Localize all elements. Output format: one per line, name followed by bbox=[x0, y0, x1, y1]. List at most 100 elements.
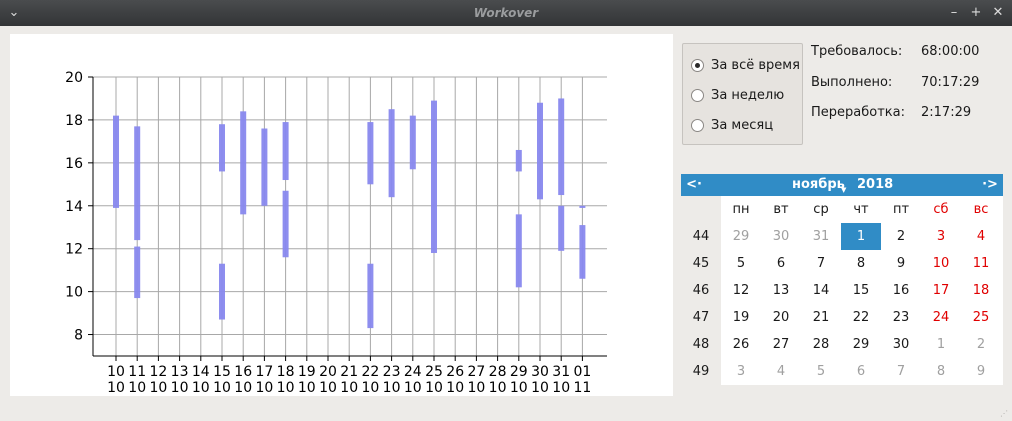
calendar-day[interactable]: 28 bbox=[812, 337, 830, 352]
x-tick-label-day: 17 bbox=[255, 364, 273, 380]
work-interval-bar bbox=[579, 205, 586, 208]
calendar-day[interactable]: 30 bbox=[772, 229, 790, 244]
calendar-day[interactable]: 15 bbox=[852, 283, 870, 298]
window-title: Workover bbox=[473, 6, 539, 20]
calendar-day[interactable]: 1 bbox=[841, 223, 881, 250]
prev-month-icon[interactable]: <· bbox=[686, 177, 702, 192]
x-tick-label-day: 25 bbox=[425, 364, 443, 380]
calendar-month-button[interactable]: ноябрь bbox=[792, 177, 845, 192]
resize-grip-icon[interactable]: ⋰ bbox=[1000, 409, 1008, 418]
radio-month[interactable]: За месяц bbox=[691, 115, 773, 135]
y-tick-label: 20 bbox=[65, 70, 83, 86]
x-tick-label-month: 10 bbox=[510, 380, 528, 396]
calendar-day[interactable]: 7 bbox=[896, 364, 906, 379]
calendar-year-button[interactable]: 2018 bbox=[857, 177, 894, 192]
calendar-day[interactable]: 31 bbox=[812, 229, 830, 244]
month-dropdown-icon[interactable]: ▼ bbox=[841, 186, 847, 194]
window-menu-icon[interactable]: ⌄ bbox=[8, 5, 20, 20]
x-tick-label-month: 10 bbox=[149, 380, 167, 396]
work-interval-bar bbox=[558, 205, 565, 251]
calendar-day[interactable]: 3 bbox=[936, 229, 946, 244]
radio-indicator bbox=[691, 88, 704, 102]
x-tick-label-day: 12 bbox=[149, 364, 167, 380]
work-interval-bar bbox=[134, 126, 141, 241]
calendar-day[interactable]: 4 bbox=[976, 229, 986, 244]
work-hours-chart: 8 10 12 14 16 18 20 10 10 11 10 12 10 13 10 14 10 15 10 16 1… bbox=[10, 34, 673, 396]
calendar-day[interactable]: 27 bbox=[772, 337, 790, 352]
calendar-day[interactable]: 21 bbox=[812, 310, 830, 325]
x-tick-label-month: 10 bbox=[192, 380, 210, 396]
calendar-day[interactable]: 5 bbox=[736, 256, 746, 271]
calendar-navigation-bar: <· ноябрь ▼ 2018 ·> bbox=[681, 174, 1003, 196]
chart-canvas: 8101214161820101011101210131014101510161… bbox=[65, 70, 607, 396]
calendar-day[interactable]: 12 bbox=[732, 283, 750, 298]
x-tick-label-day: 01 bbox=[573, 364, 591, 380]
calendar-day[interactable]: 4 bbox=[776, 364, 786, 379]
calendar-grid: пн вт ср чт пт сб вс 44 29 30 31 1 2 3 4 45 5 6 7 8 9 10 11 46 1… bbox=[681, 196, 1003, 385]
calendar-day[interactable]: 26 bbox=[732, 337, 750, 352]
calendar-day[interactable]: 6 bbox=[856, 364, 866, 379]
x-tick-label-day: 26 bbox=[446, 364, 464, 380]
work-interval-bar bbox=[240, 111, 247, 215]
x-tick-label-month: 10 bbox=[404, 380, 422, 396]
calendar-day[interactable]: 10 bbox=[932, 256, 950, 271]
calendar-day[interactable]: 13 bbox=[772, 283, 790, 298]
work-interval-bar bbox=[282, 122, 289, 181]
required-value: 68:00:00 bbox=[921, 44, 980, 59]
calendar-day[interactable]: 30 bbox=[892, 337, 910, 352]
calendar-day[interactable]: 25 bbox=[972, 310, 990, 325]
x-tick-label-day: 22 bbox=[361, 364, 379, 380]
x-tick-label-month: 10 bbox=[255, 380, 273, 396]
x-tick-label-day: 14 bbox=[192, 364, 210, 380]
weekday-header: вс bbox=[973, 202, 989, 217]
calendar-day[interactable]: 14 bbox=[812, 283, 830, 298]
x-tick-label-month: 10 bbox=[171, 380, 189, 396]
calendar-day[interactable]: 19 bbox=[732, 310, 750, 325]
radio-indicator bbox=[691, 118, 704, 132]
x-tick-label-month: 10 bbox=[361, 380, 379, 396]
calendar-day[interactable]: 29 bbox=[852, 337, 870, 352]
weekday-header: вт bbox=[773, 202, 789, 217]
work-interval-bar bbox=[537, 102, 543, 200]
calendar-day[interactable]: 5 bbox=[816, 364, 826, 379]
calendar-day[interactable]: 6 bbox=[776, 256, 786, 271]
calendar-day[interactable]: 16 bbox=[892, 283, 910, 298]
calendar-day[interactable]: 18 bbox=[972, 283, 990, 298]
work-interval-bar bbox=[113, 115, 119, 208]
calendar-day[interactable]: 29 bbox=[732, 229, 750, 244]
calendar-day[interactable]: 8 bbox=[856, 256, 866, 271]
calendar-day[interactable]: 9 bbox=[896, 256, 906, 271]
done-label: Выполнено: bbox=[811, 75, 893, 90]
x-tick-label-month: 10 bbox=[383, 380, 401, 396]
calendar-day[interactable]: 23 bbox=[892, 310, 910, 325]
close-icon[interactable]: ✕ bbox=[992, 5, 1004, 20]
calendar-day[interactable]: 2 bbox=[896, 229, 906, 244]
calendar-day[interactable]: 22 bbox=[852, 310, 870, 325]
calendar-day[interactable]: 24 bbox=[932, 310, 950, 325]
work-interval-bar bbox=[579, 225, 586, 279]
x-tick-label-month: 10 bbox=[489, 380, 507, 396]
radio-all-time[interactable]: За всё время bbox=[691, 55, 800, 75]
minimize-icon[interactable]: – bbox=[950, 5, 958, 20]
next-month-icon[interactable]: ·> bbox=[982, 177, 998, 192]
calendar-day[interactable]: 9 bbox=[976, 364, 986, 379]
x-tick-label-month: 10 bbox=[234, 380, 252, 396]
x-tick-label-month: 10 bbox=[425, 380, 443, 396]
calendar-day[interactable]: 2 bbox=[976, 337, 986, 352]
weekday-header: ср bbox=[813, 202, 829, 217]
calendar-day[interactable]: 7 bbox=[816, 256, 826, 271]
calendar-day[interactable]: 20 bbox=[772, 310, 790, 325]
calendar-day[interactable]: 1 bbox=[936, 337, 946, 352]
calendar-day[interactable]: 17 bbox=[932, 283, 950, 298]
radio-week[interactable]: За неделю bbox=[691, 85, 784, 105]
calendar-day[interactable]: 3 bbox=[736, 364, 746, 379]
x-tick-label-month: 11 bbox=[573, 380, 591, 396]
work-interval-bar bbox=[219, 124, 225, 172]
calendar-day[interactable]: 8 bbox=[936, 364, 946, 379]
calendar-day[interactable]: 11 bbox=[972, 256, 990, 271]
window-titlebar: ⌄ Workover – + ✕ bbox=[0, 0, 1012, 26]
maximize-icon[interactable]: + bbox=[970, 5, 982, 20]
x-tick-label-day: 15 bbox=[213, 364, 231, 380]
done-value: 70:17:29 bbox=[921, 75, 980, 90]
x-tick-label-day: 29 bbox=[510, 364, 528, 380]
